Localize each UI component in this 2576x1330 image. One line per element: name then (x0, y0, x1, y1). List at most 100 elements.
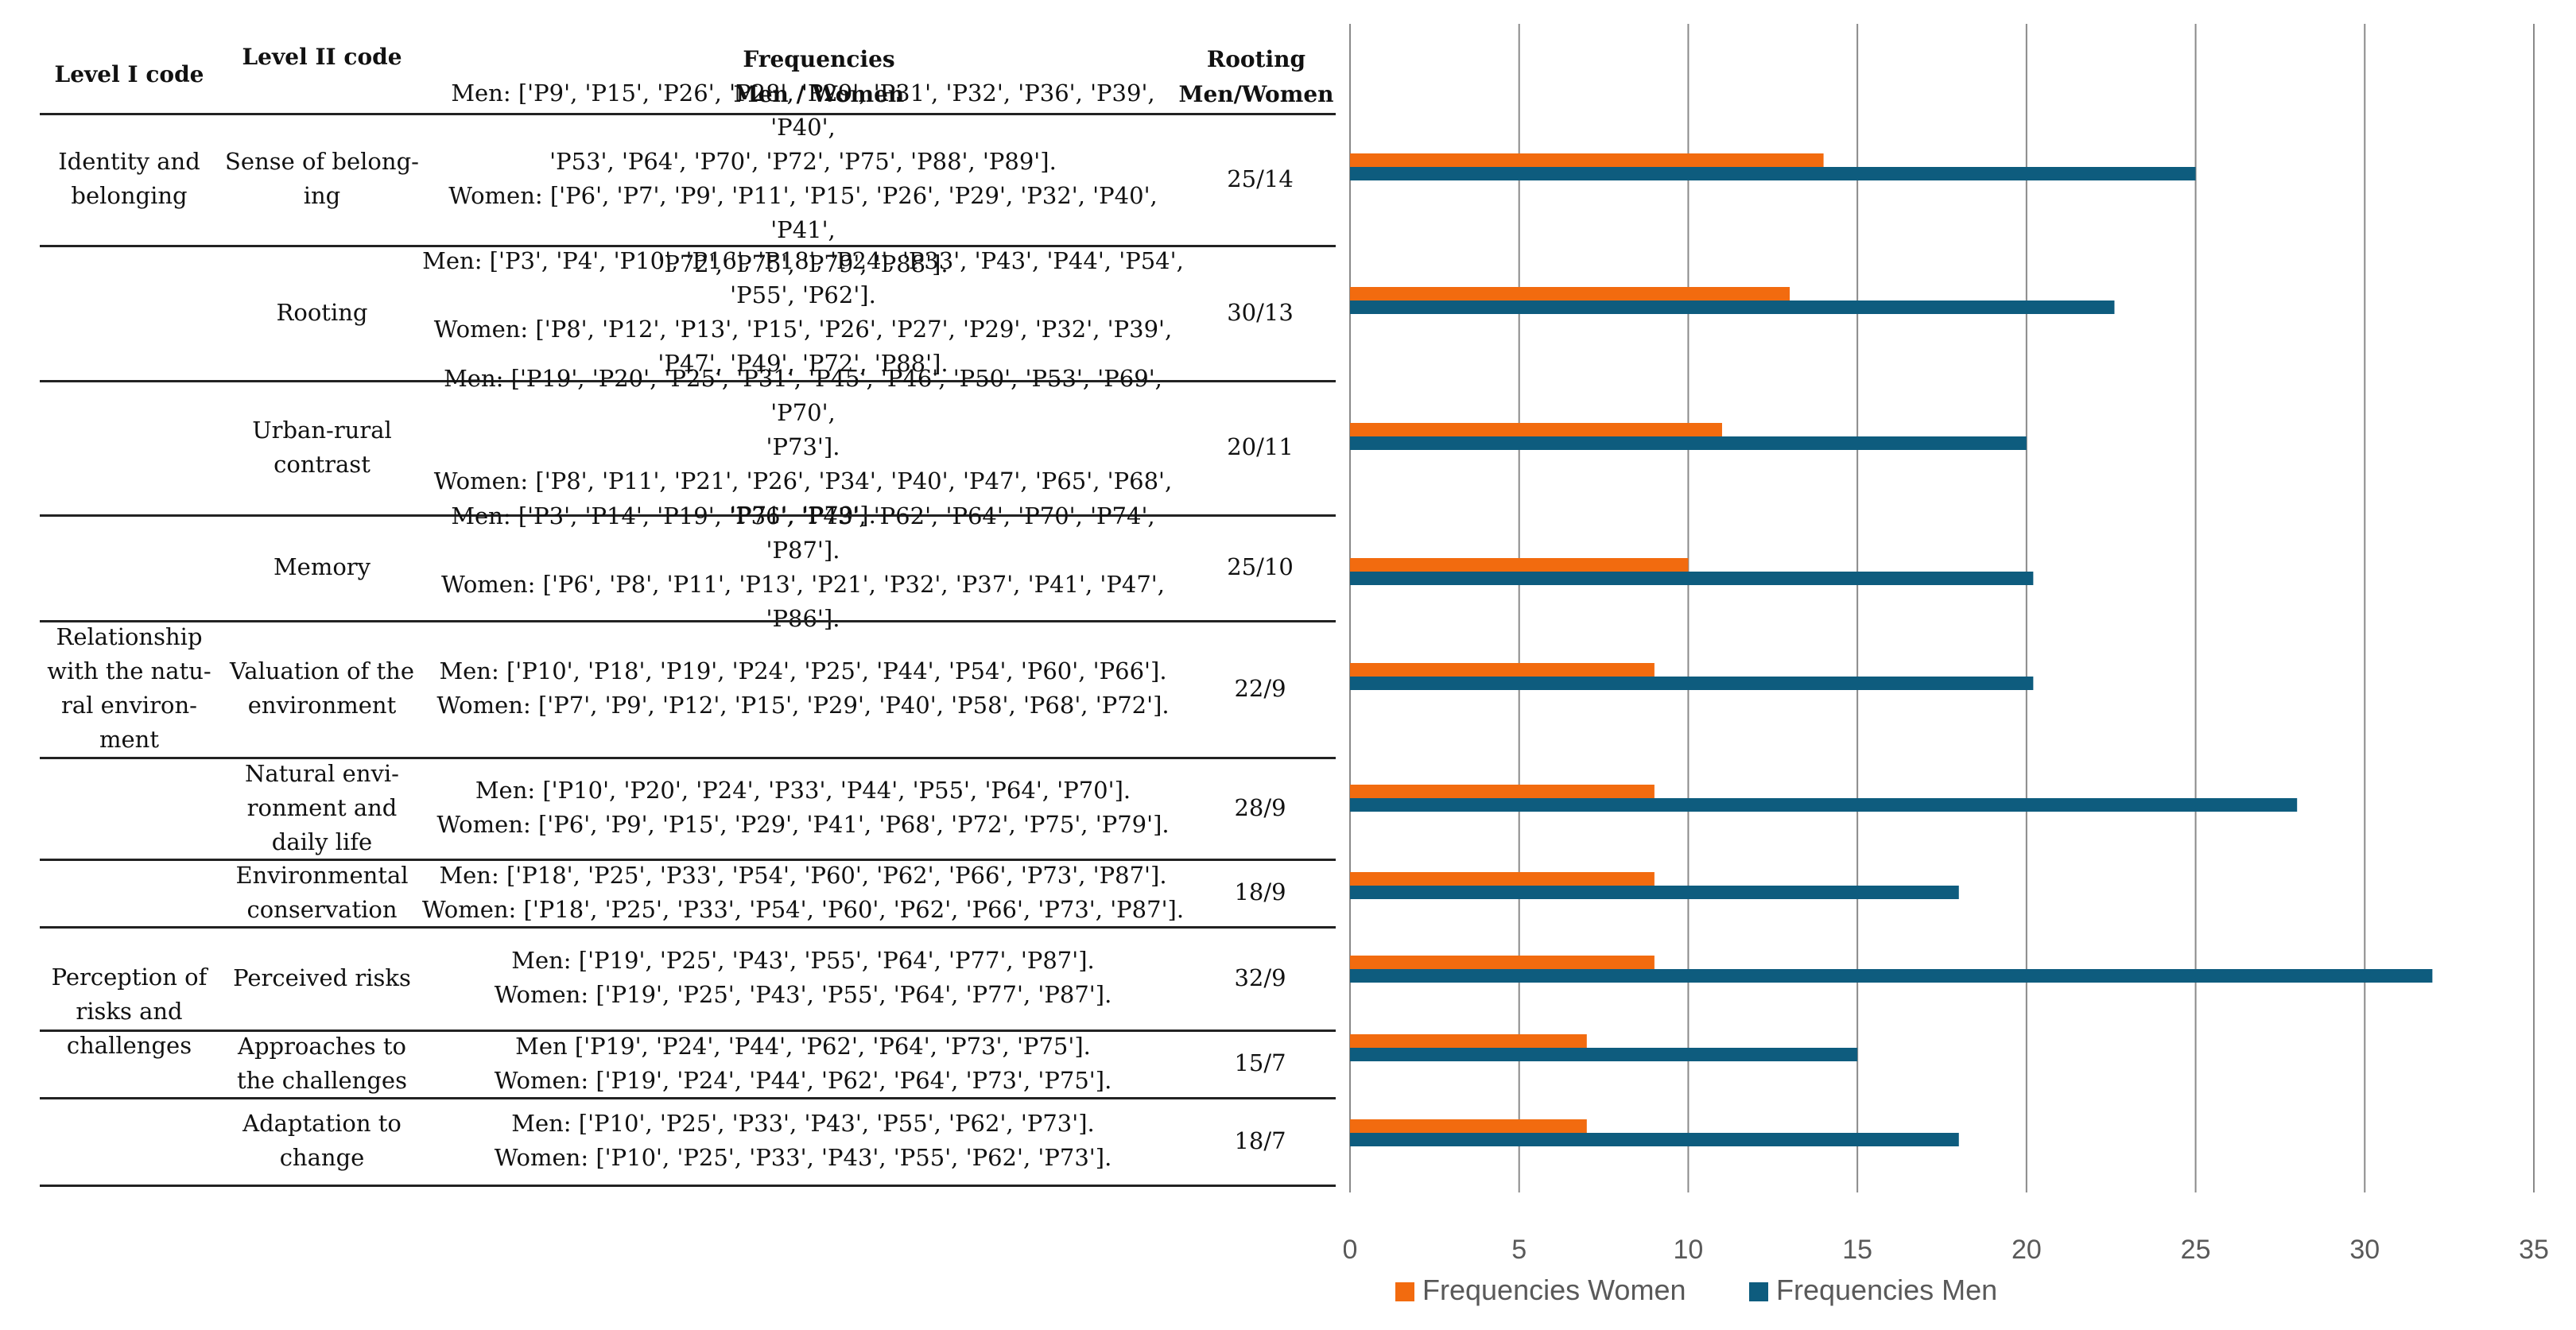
level1-code-line: with the natu- (47, 657, 211, 684)
level2-code-line: Adaptation to (242, 1110, 402, 1137)
level2-code-line: environment (247, 692, 397, 719)
frequencies-line: Women: ['P6', 'P7', 'P9', 'P11', 'P15', … (448, 182, 1158, 243)
level1-code-line: ment (99, 726, 159, 753)
level2-code-line: conservation (246, 895, 398, 923)
row-divider (40, 926, 1336, 929)
frequencies-cell: Men ['P19', 'P24', 'P44', 'P62', 'P64', … (421, 1029, 1185, 1097)
header-rooting-line: Men/Women (1178, 81, 1334, 107)
bar-women (1350, 558, 1689, 572)
bar-men (1350, 436, 2027, 450)
legend-swatch (1749, 1282, 1768, 1301)
row-divider (40, 859, 1336, 861)
frequencies-line: Men: ['P19', 'P20', 'P25', 'P31', 'P45',… (444, 365, 1162, 426)
legend-label: Frequencies Men (1776, 1274, 1997, 1306)
frequencies-line: 'P53', 'P64', 'P70', 'P72', 'P75', 'P88'… (549, 148, 1057, 175)
level2-code: Environmental conservation (219, 859, 425, 926)
frequencies-cell: Men: ['P10', 'P18', 'P19', 'P24', 'P25',… (421, 620, 1185, 757)
level2-code-line: Valuation of the (230, 657, 414, 684)
row-divider (40, 1185, 1336, 1187)
bar-women (1350, 785, 1655, 798)
frequencies-line: Men ['P19', 'P24', 'P44', 'P62', 'P64', … (515, 1032, 1091, 1060)
legend-swatch (1395, 1282, 1414, 1301)
frequencies-line: Women: ['P6', 'P9', 'P15', 'P29', 'P41',… (436, 811, 1170, 838)
frequencies-line: Men: ['P10', 'P25', 'P33', 'P43', 'P55',… (511, 1110, 1095, 1137)
x-tick-label: 15 (1842, 1235, 1872, 1265)
x-tick-label: 10 (1674, 1235, 1704, 1265)
bar-men (1350, 1048, 1858, 1061)
level2-code-line: Memory (273, 553, 371, 580)
level2-code: Perceived risks (219, 926, 425, 1029)
bar-men (1350, 886, 1959, 899)
header-frequencies-line: Men / Women (733, 81, 905, 107)
level1-code-line: risks and (76, 998, 183, 1025)
level2-code-line: the challenges (237, 1066, 407, 1094)
bar-women (1350, 872, 1655, 886)
frequency-bar-chart: 0 5 10 15 20 25 30 35 Frequencies Women Frequenci… (1344, 24, 2549, 1306)
header-rooting-line: Rooting (1206, 46, 1306, 72)
level2-code-line: Sense of belong- (225, 148, 419, 175)
level2-code-line: ronment and (246, 793, 398, 821)
level2-code-line: Natural envi- (245, 759, 399, 787)
rooting-value: 30/13 (1227, 298, 1294, 326)
bar-women (1350, 956, 1655, 969)
frequencies-line: Women: ['P10', 'P25', 'P33', 'P43', 'P55… (494, 1144, 1112, 1171)
frequencies-line: Men: ['P18', 'P25', 'P33', 'P54', 'P60',… (439, 861, 1167, 889)
x-tick-label: 25 (2181, 1235, 2211, 1265)
level2-code-line: contrast (274, 450, 370, 478)
x-tick-label: 20 (2012, 1235, 2042, 1265)
row-divider (40, 757, 1336, 759)
bar-women (1350, 663, 1655, 677)
level1-code-line: Identity and (58, 148, 200, 175)
frequencies-cell: Men: ['P18', 'P25', 'P33', 'P54', 'P60',… (421, 859, 1185, 926)
frequencies-line: 'P73']. (766, 433, 840, 460)
frequencies-cell: Men: ['P9', 'P15', 'P26', 'P28', 'P29', … (421, 79, 1185, 277)
frequencies-line: Men: ['P19', 'P25', 'P43', 'P55', 'P64',… (511, 947, 1095, 974)
frequencies-line: Women: ['P18', 'P25', 'P33', 'P54', 'P60… (421, 895, 1185, 923)
level1-code: Identity and belonging (40, 113, 219, 245)
level2-code-line: Environmental (235, 861, 409, 889)
level2-code-line: daily life (271, 828, 373, 855)
level2-code: Sense of belong-ing (219, 113, 425, 245)
frequencies-line: Women: ['P8', 'P12', 'P13', 'P15', 'P26'… (433, 316, 1173, 343)
bar-men (1350, 798, 2298, 812)
x-tick-label: 30 (2349, 1235, 2380, 1265)
row-divider (40, 380, 1336, 382)
level2-code-line: Urban-rural (252, 416, 392, 444)
level2-code: Urban-rural contrast (219, 380, 425, 514)
level1-code-line: Perception of (51, 964, 208, 991)
row-divider (40, 1097, 1336, 1099)
level2-code-line: Perceived risks (233, 964, 411, 991)
bar-men (1350, 969, 2433, 983)
rooting-value: 20/11 (1227, 433, 1294, 460)
rooting-value: 25/14 (1227, 165, 1294, 192)
level1-code-line: belonging (71, 182, 188, 209)
frequencies-line: 'P55', 'P62']. (730, 281, 876, 308)
bar-men (1350, 167, 2196, 180)
rooting-value: 18/7 (1234, 1126, 1286, 1154)
level2-code-line: Rooting (276, 298, 368, 326)
bar-men (1350, 301, 2115, 314)
row-divider (40, 514, 1336, 517)
frequencies-cell: Men: ['P19', 'P25', 'P43', 'P55', 'P64',… (421, 926, 1185, 1029)
legend-label: Frequencies Women (1422, 1274, 1686, 1306)
rooting-value: 15/7 (1234, 1049, 1286, 1076)
bar-women (1350, 287, 1790, 301)
level2-code: Memory (219, 514, 425, 620)
frequencies-line: Women: ['P19', 'P25', 'P43', 'P55', 'P64… (494, 981, 1112, 1008)
x-tick-label: 5 (1511, 1235, 1527, 1265)
level2-code: Adaptation to change (219, 1097, 425, 1185)
header-frequencies-line: Frequencies (743, 46, 895, 72)
level2-code-line: Approaches to (238, 1032, 406, 1060)
level1-code: Perception of risks and challenges (40, 926, 219, 1097)
x-tick-label: 35 (2519, 1235, 2549, 1265)
bar-women (1350, 1119, 1587, 1133)
frequencies-line: Men: ['P3', 'P14', 'P19', 'P36', 'P43', … (451, 502, 1155, 564)
frequencies-line: Women: ['P19', 'P24', 'P44', 'P62', 'P64… (494, 1066, 1112, 1094)
frequencies-line: Women: ['P6', 'P8', 'P11', 'P13', 'P21',… (441, 570, 1165, 598)
frequencies-line: Men: ['P10', 'P18', 'P19', 'P24', 'P25',… (439, 657, 1167, 684)
header-rooting: Rooting Men/Women (1153, 42, 1360, 112)
level1-code-line: Relationship (56, 623, 203, 650)
rooting-value: 25/10 (1227, 553, 1294, 580)
level2-code-line: ing (303, 182, 341, 209)
frequencies-cell: Men: ['P19', 'P20', 'P25', 'P31', 'P45',… (421, 365, 1185, 529)
